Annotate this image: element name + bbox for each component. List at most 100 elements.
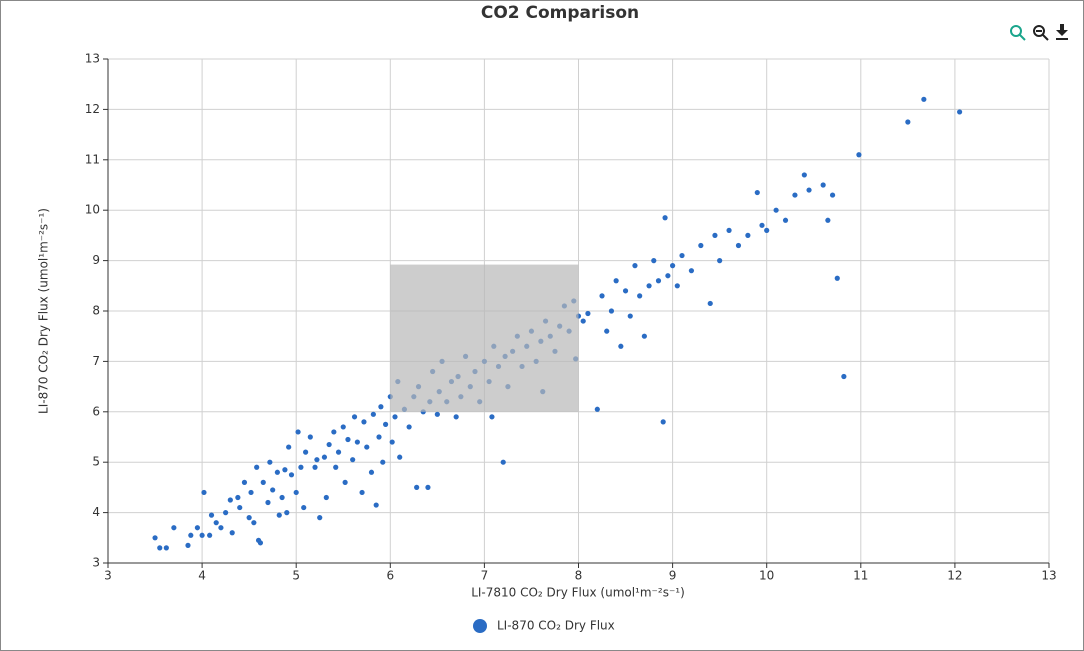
x-tick-label: 10 — [759, 569, 774, 583]
point — [414, 484, 420, 490]
point — [303, 449, 309, 455]
legend-label: LI-870 CO₂ Dry Flux — [497, 619, 615, 633]
point — [599, 293, 605, 299]
point — [608, 308, 615, 314]
x-axis-label: LI-7810 CO₂ Dry Flux (umol¹m⁻²s⁻¹) — [471, 586, 685, 600]
point — [237, 504, 243, 511]
point — [735, 242, 742, 249]
point — [792, 192, 798, 198]
point — [248, 489, 254, 496]
point — [378, 404, 384, 410]
point — [350, 457, 356, 463]
point — [257, 540, 264, 546]
point — [270, 487, 276, 493]
point — [370, 411, 376, 417]
zoom-reset-button[interactable] — [1033, 25, 1049, 41]
x-tick-label: 3 — [104, 569, 112, 583]
point — [188, 532, 194, 538]
zoom-button[interactable] — [1010, 25, 1026, 41]
point — [674, 283, 680, 289]
point — [500, 459, 506, 465]
y-tick-label: 5 — [92, 455, 100, 469]
point — [754, 189, 760, 196]
point — [364, 444, 370, 450]
point — [637, 293, 643, 299]
point — [627, 313, 633, 319]
point — [801, 172, 807, 178]
point — [265, 499, 271, 506]
point — [274, 469, 280, 475]
y-tick-label: 11 — [85, 152, 100, 166]
point — [286, 444, 292, 450]
point — [288, 472, 295, 478]
point — [389, 439, 395, 445]
point — [185, 542, 191, 548]
point — [223, 509, 229, 516]
point — [632, 263, 638, 269]
y-axis-label: LI-870 CO₂ Dry Flux (umol¹m⁻²s⁻¹) — [37, 208, 51, 414]
point — [152, 535, 158, 541]
point — [834, 275, 840, 281]
point — [604, 328, 610, 334]
point — [199, 532, 205, 538]
point — [376, 434, 382, 440]
point — [585, 310, 591, 317]
point — [326, 441, 332, 448]
point — [301, 504, 307, 511]
point — [406, 424, 412, 430]
legend-marker — [473, 619, 487, 633]
point — [957, 109, 963, 115]
download-button[interactable] — [1056, 24, 1068, 40]
point — [662, 215, 668, 221]
point — [213, 520, 219, 526]
point — [670, 263, 676, 269]
point — [208, 512, 215, 518]
x-tick-label: 9 — [669, 569, 677, 583]
point — [380, 459, 386, 465]
point — [373, 502, 379, 508]
point — [194, 525, 200, 531]
point — [453, 414, 459, 420]
point — [905, 119, 911, 125]
point — [201, 489, 207, 496]
point — [171, 525, 177, 531]
point — [829, 192, 836, 198]
point — [260, 479, 266, 485]
point — [759, 222, 765, 228]
point — [707, 300, 713, 307]
point — [655, 278, 662, 284]
x-tick-label: 8 — [575, 569, 583, 583]
point — [317, 515, 323, 521]
point — [660, 419, 666, 425]
point — [712, 232, 718, 238]
point — [314, 457, 320, 463]
point — [646, 283, 652, 289]
y-tick-label: 10 — [85, 203, 100, 217]
x-tick-label: 4 — [198, 569, 206, 583]
point — [307, 434, 313, 440]
y-tick-label: 7 — [92, 354, 100, 368]
point — [580, 318, 586, 324]
point — [218, 525, 224, 531]
point — [254, 464, 260, 470]
point — [613, 278, 619, 284]
point — [622, 288, 629, 294]
point — [246, 515, 252, 521]
point — [717, 258, 723, 264]
point — [841, 373, 847, 380]
point — [382, 421, 389, 427]
point — [764, 227, 770, 233]
point — [282, 467, 288, 473]
y-tick-label: 4 — [92, 505, 100, 519]
x-tick-label: 11 — [853, 569, 868, 583]
point — [397, 454, 403, 460]
point — [679, 252, 685, 259]
point — [665, 273, 671, 279]
point — [618, 343, 624, 349]
y-tick-label: 9 — [92, 253, 100, 267]
point — [267, 459, 273, 465]
point — [726, 227, 732, 233]
point — [312, 464, 318, 470]
point — [359, 489, 365, 496]
x-tick-label: 7 — [481, 569, 489, 583]
